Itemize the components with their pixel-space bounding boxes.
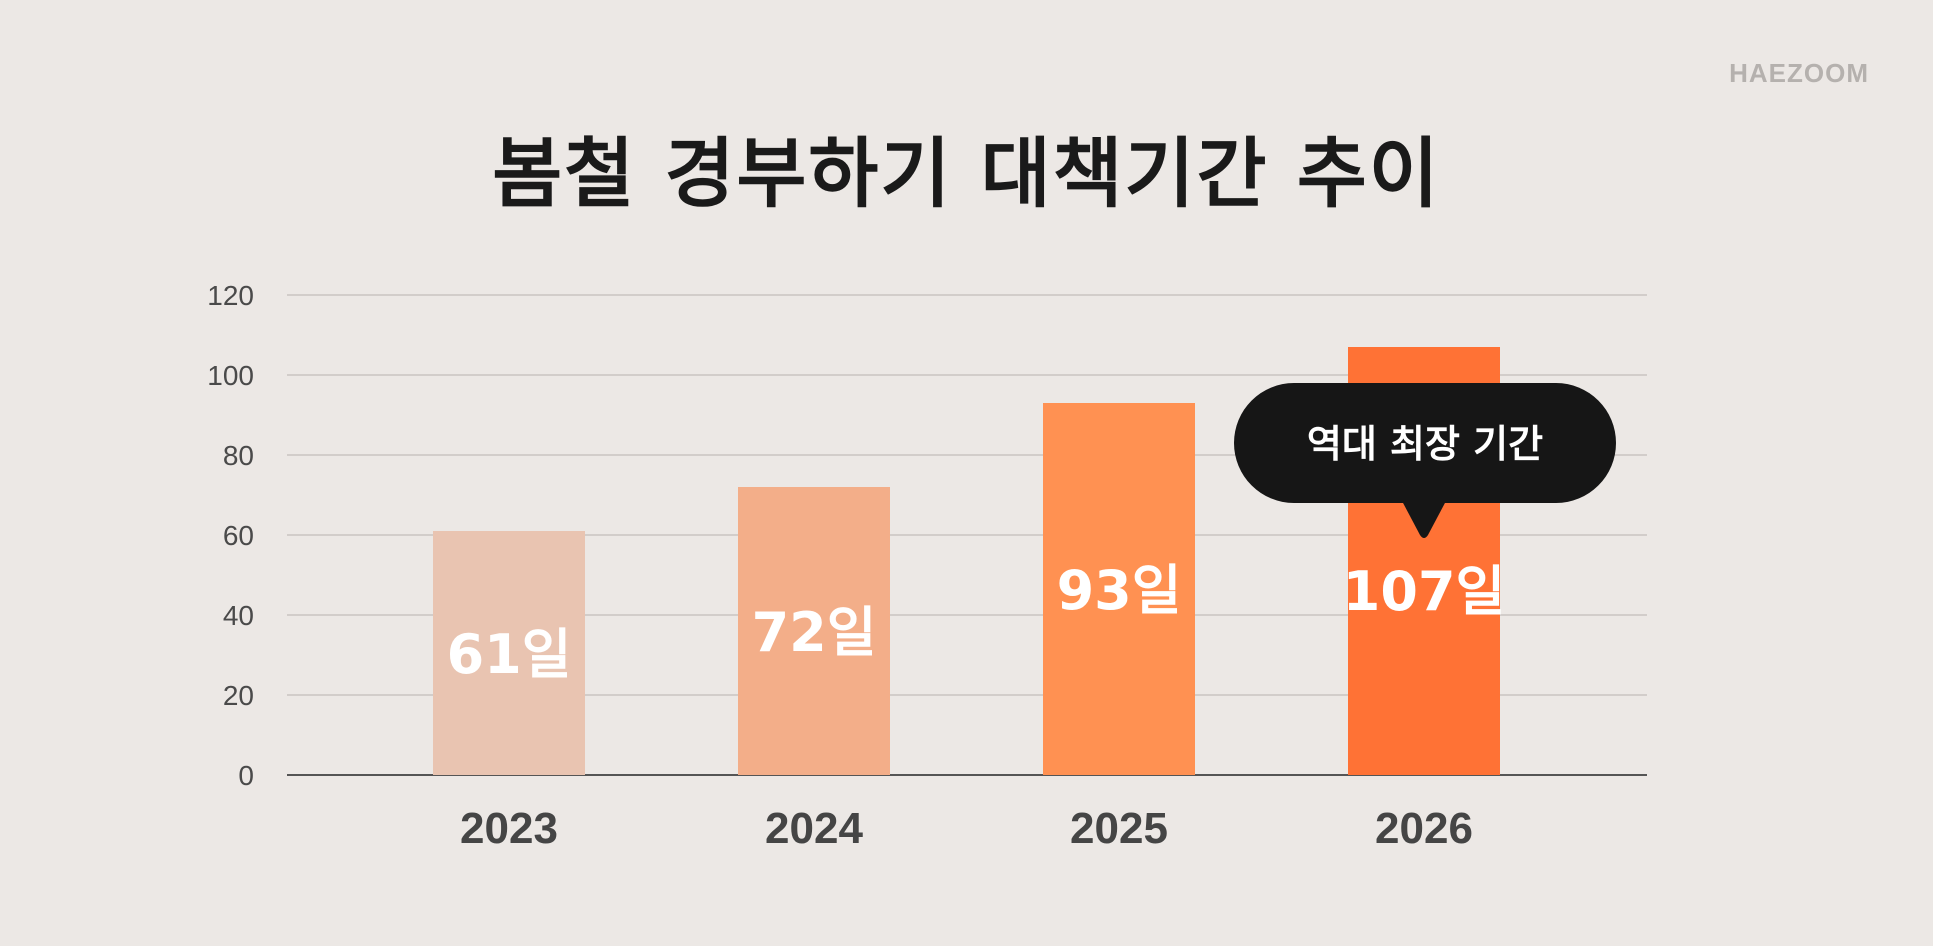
x-tick-label: 2024: [765, 804, 863, 853]
bar-2024: [738, 487, 890, 775]
x-tick-label: 2026: [1375, 804, 1473, 853]
y-tick-label: 120: [207, 280, 254, 311]
y-tick-label: 60: [223, 520, 254, 551]
bar-2023: [433, 531, 585, 775]
y-tick-label: 0: [238, 760, 254, 791]
callout-bubble: [1234, 383, 1616, 503]
y-tick-label: 40: [223, 600, 254, 631]
x-tick-label: 2025: [1070, 804, 1168, 853]
x-tick-label: 2023: [460, 804, 558, 853]
y-tick-label: 100: [207, 360, 254, 391]
bar-value-label: 72일: [752, 601, 877, 664]
bar-value-label: 93일: [1057, 559, 1182, 622]
chart-title: 봄철 경부하기 대책기간 추이: [492, 129, 1441, 218]
bar-2025: [1043, 403, 1195, 775]
brand-logo: HAEZOOM: [1729, 58, 1869, 88]
bar-value-label: 61일: [447, 623, 572, 686]
bar-value-label: 107일: [1343, 560, 1505, 623]
y-tick-label: 80: [223, 440, 254, 471]
callout-label: 역대 최장 기간: [1307, 422, 1543, 466]
y-tick-label: 20: [223, 680, 254, 711]
callout-pointer: [1402, 501, 1446, 538]
